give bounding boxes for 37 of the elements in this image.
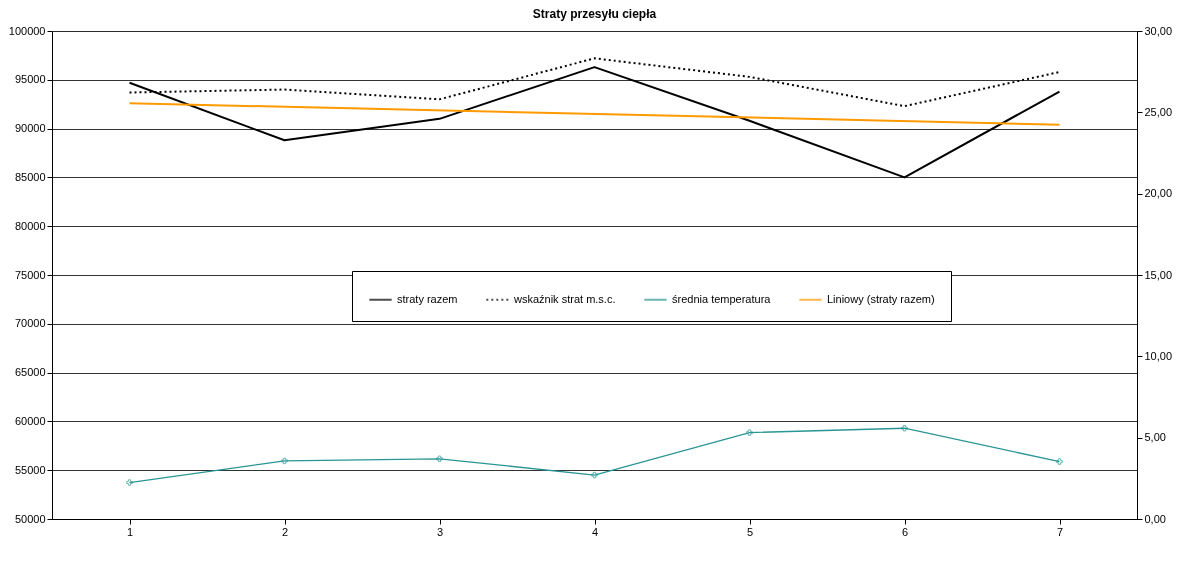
y-tick-label: 85000 <box>14 170 46 183</box>
x-tick-label: 7 <box>1056 525 1064 538</box>
x-tick-label: 4 <box>591 525 599 538</box>
y-tick-label: 55000 <box>14 463 46 476</box>
y-tick-label: 100000 <box>8 24 46 37</box>
y2-tick-label: 30,00 <box>1144 24 1173 37</box>
y2-tick-label: 10,00 <box>1144 349 1173 362</box>
y-tick-label: 90000 <box>14 122 46 135</box>
y-tick-label: 80000 <box>14 219 46 232</box>
point <box>746 429 753 436</box>
y-tick-label: 95000 <box>14 73 46 86</box>
y-tick-label: 60000 <box>14 414 46 427</box>
y-tick-label: 65000 <box>14 366 46 379</box>
point <box>126 479 133 486</box>
point <box>591 471 598 479</box>
x-tick-label: 3 <box>436 525 444 538</box>
y-tick-label: 75000 <box>14 268 46 281</box>
legend-label: straty razem <box>397 292 458 305</box>
point <box>901 424 908 432</box>
legend-label: średnia temperatura <box>672 292 772 305</box>
x-tick-label: 2 <box>281 525 289 538</box>
y-tick-label: 70000 <box>14 317 46 330</box>
x-tick-label: 5 <box>746 525 754 538</box>
y-tick-label: 50000 <box>14 512 46 525</box>
y2-tick-label: 20,00 <box>1144 187 1173 200</box>
chart-title: Straty przesyłu ciepła <box>532 7 657 21</box>
point <box>281 457 288 465</box>
y2-tick-label: 0,00 <box>1144 512 1166 525</box>
y2-tick-label: 5,00 <box>1144 431 1166 444</box>
y2-tick-label: 15,00 <box>1144 268 1173 281</box>
y2-tick-label: 25,00 <box>1144 105 1173 118</box>
x-tick-label: 1 <box>126 525 134 538</box>
legend-label: Liniowy (straty razem) <box>827 292 935 305</box>
legend-label: wskaźnik strat m.s.c. <box>513 292 616 305</box>
point <box>1056 458 1063 465</box>
point <box>436 455 443 463</box>
x-tick-label: 6 <box>901 525 909 538</box>
